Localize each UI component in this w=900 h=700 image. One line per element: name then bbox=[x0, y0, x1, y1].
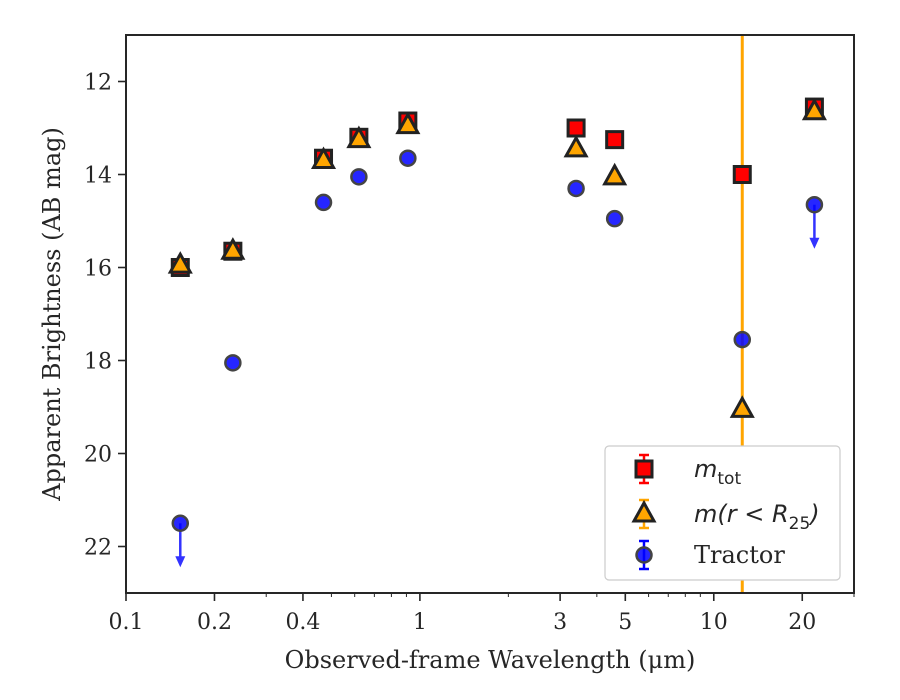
data-point-triangle bbox=[346, 125, 372, 149]
y-tick-label: 12 bbox=[84, 71, 112, 96]
data-marks-layer bbox=[167, 97, 827, 568]
data-point-circle bbox=[224, 354, 242, 372]
x-tick-label: 0.4 bbox=[285, 610, 320, 635]
data-point-circle bbox=[733, 330, 752, 349]
legend-label: Tractor bbox=[694, 541, 785, 569]
y-tick-label: 20 bbox=[84, 443, 112, 468]
data-point-square bbox=[732, 165, 752, 184]
x-tick-label: 5 bbox=[618, 610, 632, 635]
x-tick-label: 3 bbox=[553, 610, 567, 635]
data-point-square bbox=[605, 130, 625, 150]
x-tick-label: 20 bbox=[788, 610, 816, 635]
x-tick-label: 1 bbox=[413, 610, 427, 635]
legend-marker-square bbox=[634, 459, 654, 479]
upper-limit-arrow-head bbox=[175, 556, 186, 568]
data-point-triangle bbox=[167, 251, 193, 274]
legend-marker-circle bbox=[635, 546, 653, 564]
x-tick-label: 0.2 bbox=[197, 610, 232, 635]
data-point-circle bbox=[171, 514, 190, 532]
y-tick-label: 14 bbox=[84, 164, 112, 189]
y-axis-label: Apparent Brightness (AB mag) bbox=[38, 127, 66, 502]
data-point-triangle bbox=[220, 237, 246, 260]
y-tick-label: 22 bbox=[84, 536, 112, 561]
data-point-circle bbox=[805, 195, 824, 214]
legend-label: mtot bbox=[694, 455, 741, 489]
data-point-triangle bbox=[563, 134, 589, 158]
data-point-circle bbox=[399, 149, 417, 167]
data-point-triangle bbox=[310, 146, 337, 170]
x-tick-label: 0.1 bbox=[109, 610, 144, 635]
x-tick-label: 10 bbox=[700, 610, 728, 635]
data-point-circle bbox=[605, 209, 624, 228]
plot-frame bbox=[125, 34, 855, 594]
data-point-triangle bbox=[602, 162, 628, 186]
y-tick-label: 16 bbox=[84, 257, 112, 282]
data-point-triangle bbox=[801, 97, 827, 121]
legend-label: m(r < R25) bbox=[694, 500, 820, 534]
legend-box bbox=[604, 445, 841, 581]
y-tick-label: 18 bbox=[84, 350, 112, 375]
data-point-triangle bbox=[729, 395, 755, 418]
data-point-circle bbox=[350, 168, 368, 186]
data-point-triangle bbox=[395, 111, 421, 135]
upper-limit-arrow-head bbox=[809, 237, 820, 249]
ticks-layer: 0.1 0.2 0.4 1 3 5 10 20 12 14 16 18 20 22 bbox=[84, 71, 855, 635]
data-point-circle bbox=[314, 193, 333, 212]
legend-marker-triangle bbox=[631, 499, 657, 523]
legend: mtot m(r < R25) Tractor bbox=[604, 445, 841, 581]
data-point-circle bbox=[567, 179, 585, 198]
x-axis-label: Observed-frame Wavelength (μm) bbox=[285, 646, 696, 674]
data-point-square bbox=[566, 118, 586, 138]
